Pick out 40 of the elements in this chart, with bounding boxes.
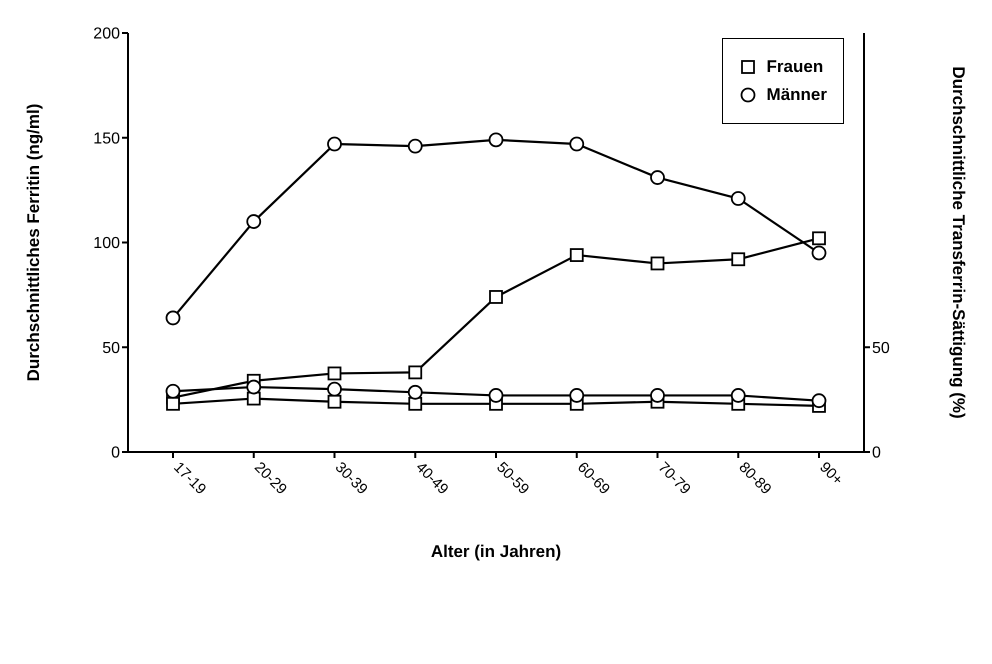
point xyxy=(488,388,504,403)
point xyxy=(408,138,423,154)
y2-tick-label: 0 xyxy=(872,444,881,462)
point xyxy=(812,246,826,260)
point xyxy=(408,384,423,400)
point xyxy=(730,388,746,403)
y-tick-label: 150 xyxy=(93,130,120,148)
point xyxy=(650,388,665,403)
legend-label: Männer xyxy=(766,85,827,105)
y-tick-label: 100 xyxy=(93,235,120,252)
y2-axis-title: Durchschnittliche Transferrin-Sättigung (%) xyxy=(948,66,968,419)
point xyxy=(166,396,180,411)
y2-tick-label: 50 xyxy=(872,340,890,357)
point xyxy=(650,256,664,270)
point xyxy=(812,231,826,246)
y-tick-label: 0 xyxy=(111,444,120,462)
y-tick-label: 50 xyxy=(102,340,120,357)
y-axis-title: Durchschnittliches Ferritin (ng/ml) xyxy=(24,104,44,382)
point xyxy=(570,248,584,262)
point xyxy=(569,388,584,403)
point xyxy=(408,365,422,380)
point xyxy=(328,394,342,409)
point xyxy=(327,382,342,397)
point xyxy=(731,252,746,266)
point xyxy=(489,290,503,304)
point xyxy=(569,136,584,152)
point xyxy=(166,384,180,399)
point xyxy=(730,191,746,206)
point xyxy=(488,132,504,148)
x-axis-title: Alter (in Jahren) xyxy=(430,542,562,561)
point xyxy=(166,310,180,326)
legend-label: Frauen xyxy=(766,57,824,77)
point xyxy=(812,393,826,408)
point xyxy=(246,214,262,229)
point xyxy=(650,170,665,185)
y-tick-label: 200 xyxy=(93,26,120,43)
point xyxy=(328,366,342,380)
point xyxy=(327,136,342,152)
point xyxy=(246,380,262,394)
x-tick-label: 90+ xyxy=(816,458,846,489)
